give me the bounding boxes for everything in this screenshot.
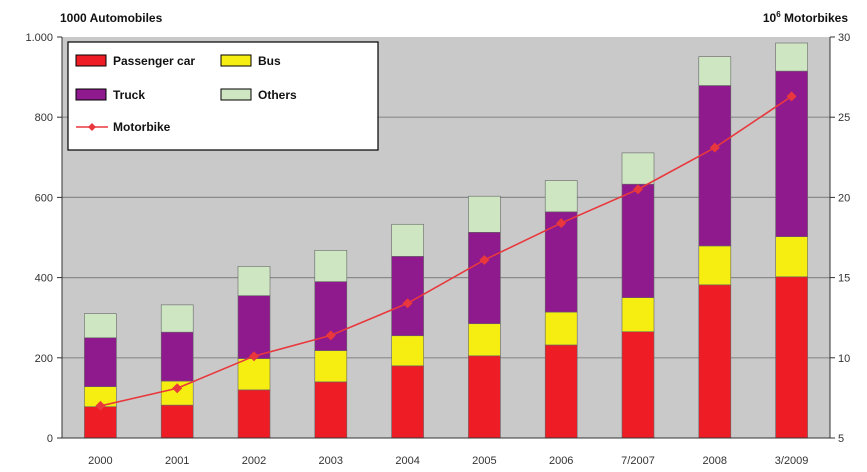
legend-label-passenger-car: Passenger car [113,54,195,68]
left-tick-label: 0 [47,433,53,445]
left-tick-label: 600 [35,192,53,204]
bar-segment-others [468,195,501,233]
legend-swatch-passenger-car [75,54,107,67]
x-tick-label: 7/2007 [621,455,655,467]
legend-swatch-others [220,88,252,101]
bar-segment-others [160,304,194,333]
bar-segment-truck [698,85,732,247]
bars [84,42,808,439]
bar-segment-passenger-car [160,404,194,439]
legend: Passenger car Bus Truck Others Motorbike [67,41,379,151]
left-tick-label: 1.000 [25,32,53,44]
bar-segment-bus [468,323,501,357]
bar-segment-others [391,223,424,257]
bar-segment-bus [314,350,348,383]
legend-label-others: Others [258,88,297,102]
right-axis-title-exponent: 6 [776,10,781,19]
right-tick-label: 25 [838,112,850,124]
bar-segment-truck [775,70,808,237]
motorbike-line [95,91,797,411]
bar-segment-passenger-car [314,381,348,439]
bar-segment-passenger-car [775,276,808,439]
bar-segment-truck [237,295,271,359]
legend-swatch-bus [220,54,252,67]
motorbike-point [402,298,413,309]
right-tick-label: 30 [838,32,850,44]
x-tick-label: 2003 [319,455,343,467]
bar-segment-truck [84,337,117,387]
bar-segment-passenger-car [84,406,117,439]
bar-segment-others [775,42,808,72]
bar-segment-truck [160,331,194,382]
right-axis-title-rest: Motorbikes [781,11,849,25]
bar-segment-others [698,56,732,86]
x-tick-label: 2005 [472,455,496,467]
bar-segment-bus [775,236,808,278]
motorbike-point [633,184,643,195]
motorbike-point [786,91,797,102]
motorbike-point [556,218,567,229]
legend-label-motorbike: Motorbike [113,120,171,134]
legend-label-truck: Truck [113,88,145,102]
right-tick-label: 10 [838,353,850,365]
bar-segment-passenger-car [468,355,501,439]
left-tick-label: 800 [35,112,53,124]
bar-segment-passenger-car [391,365,424,439]
bar-segment-truck [391,256,424,337]
motorbike-point [172,383,183,394]
bar-segment-passenger-car [621,331,655,439]
x-tick-label: 2006 [549,455,573,467]
x-tick-label: 3/2009 [775,455,809,467]
legend-swatch-truck [75,88,107,101]
right-tick-label: 20 [838,192,850,204]
right-tick-label: 5 [838,433,844,445]
axes: 0 5 200 10 400 15 600 20 800 25 1.000 30 2000 2001 200… [25,32,850,467]
motorbike-point [249,351,259,362]
bar-segment-bus [391,335,424,367]
bar-segment-truck [468,231,501,325]
motorbike-point [95,400,106,411]
left-axis-title: 1000 Automobiles [60,11,163,25]
left-tick-label: 400 [35,273,53,285]
bar-segment-passenger-car [698,284,732,439]
motorbike-point [709,142,720,153]
bar-segment-others [544,180,578,213]
bar-segment-others [314,250,348,282]
bar-segment-bus [544,311,578,346]
right-tick-label: 15 [838,273,850,285]
legend-marker-motorbike [88,123,96,131]
x-tick-label: 2000 [88,455,112,467]
bar-segment-others [621,152,655,185]
x-tick-label: 2008 [703,455,727,467]
motorbike-point [479,254,490,265]
left-tick-label: 200 [35,353,53,365]
bar-segment-others [237,266,271,296]
bar-segment-bus [698,245,732,286]
motorbike-point [325,330,336,341]
bar-segment-passenger-car [544,344,578,439]
right-axis-title: 106 Motorbikes [763,10,848,25]
bar-segment-bus [237,358,271,391]
x-tick-label: 2002 [242,455,266,467]
right-axis-title-base: 10 [763,11,777,25]
motorbike-line-path [100,95,793,407]
bar-segment-bus [621,297,655,333]
x-tick-label: 2004 [395,455,419,467]
legend-label-bus: Bus [258,54,281,68]
bar-segment-others [84,313,117,339]
bar-segment-truck [621,183,655,298]
x-tick-label: 2001 [165,455,189,467]
bar-segment-passenger-car [237,389,271,439]
